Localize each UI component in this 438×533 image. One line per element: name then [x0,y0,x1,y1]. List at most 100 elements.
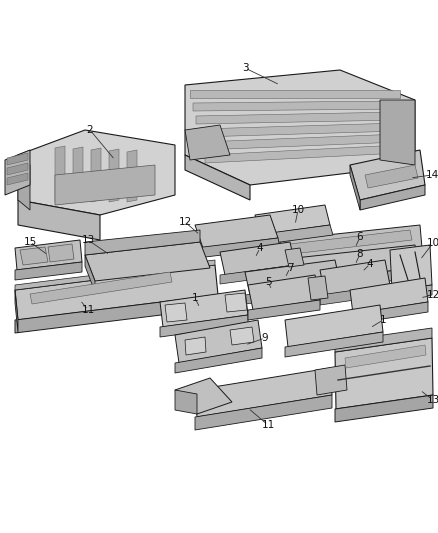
Polygon shape [350,278,428,314]
Text: 4: 4 [257,243,263,253]
Polygon shape [392,285,432,300]
Polygon shape [280,248,422,273]
Polygon shape [15,240,82,270]
Polygon shape [73,147,83,202]
Polygon shape [175,378,232,414]
Text: 13: 13 [81,235,95,245]
Polygon shape [18,200,100,240]
Polygon shape [85,242,210,281]
Text: 1: 1 [192,293,198,303]
Text: 12: 12 [178,217,192,227]
Polygon shape [350,150,425,200]
Text: 13: 13 [426,395,438,405]
Polygon shape [109,149,119,202]
Polygon shape [185,337,206,355]
Polygon shape [160,290,248,327]
Polygon shape [390,245,432,290]
Text: 1: 1 [380,315,386,325]
Text: 12: 12 [426,290,438,300]
Polygon shape [255,205,330,235]
Polygon shape [205,145,400,163]
Polygon shape [248,300,320,320]
Polygon shape [295,268,418,291]
Polygon shape [380,100,415,165]
Polygon shape [193,101,400,111]
Text: 10: 10 [291,205,304,215]
Polygon shape [55,146,65,202]
Polygon shape [185,70,415,185]
Text: 8: 8 [357,249,363,259]
Polygon shape [308,276,328,300]
Polygon shape [295,245,418,281]
Polygon shape [18,130,175,215]
Polygon shape [335,338,433,409]
Polygon shape [195,368,332,417]
Polygon shape [285,332,383,357]
Polygon shape [350,165,360,210]
Polygon shape [196,112,400,124]
Polygon shape [202,134,400,150]
Text: 14: 14 [425,170,438,180]
Polygon shape [48,244,74,262]
Polygon shape [220,265,295,284]
Text: 4: 4 [367,259,373,269]
Polygon shape [280,225,422,263]
Polygon shape [15,260,215,290]
Polygon shape [30,272,172,304]
Polygon shape [91,148,101,202]
Text: 3: 3 [242,63,248,73]
Text: 11: 11 [261,420,275,430]
Polygon shape [365,165,418,188]
Polygon shape [195,215,278,248]
Polygon shape [360,185,425,210]
Polygon shape [175,348,262,373]
Polygon shape [5,150,30,195]
Polygon shape [175,320,262,363]
Text: 15: 15 [23,237,37,247]
Polygon shape [225,293,247,312]
Text: 2: 2 [87,125,93,135]
Text: 11: 11 [81,305,95,315]
Polygon shape [315,365,347,395]
Polygon shape [7,173,28,185]
Polygon shape [245,283,340,304]
Polygon shape [350,302,428,324]
Polygon shape [335,395,433,422]
Polygon shape [290,230,412,254]
Polygon shape [15,295,218,333]
Polygon shape [245,260,340,295]
Polygon shape [55,165,155,205]
Polygon shape [285,248,304,267]
Text: 6: 6 [357,232,363,242]
Polygon shape [20,247,48,265]
Polygon shape [320,260,390,295]
Polygon shape [285,305,383,347]
Text: 9: 9 [261,333,268,343]
Polygon shape [15,265,218,320]
Polygon shape [190,90,400,98]
Polygon shape [220,242,295,275]
Text: 10: 10 [427,238,438,248]
Polygon shape [15,262,82,280]
Text: 5: 5 [265,277,271,287]
Polygon shape [15,290,18,333]
Polygon shape [85,255,95,292]
Polygon shape [85,230,200,255]
Polygon shape [185,125,230,160]
Polygon shape [185,155,250,200]
Polygon shape [335,328,432,352]
Polygon shape [18,155,30,210]
Polygon shape [165,303,187,322]
Text: 7: 7 [287,263,293,273]
Polygon shape [127,150,137,202]
Polygon shape [199,123,400,137]
Polygon shape [345,345,426,368]
Polygon shape [195,395,332,430]
Polygon shape [255,225,333,245]
Polygon shape [7,153,28,165]
Polygon shape [230,327,254,345]
Polygon shape [320,285,390,305]
Polygon shape [160,315,248,337]
Polygon shape [175,390,197,414]
Polygon shape [195,238,280,258]
